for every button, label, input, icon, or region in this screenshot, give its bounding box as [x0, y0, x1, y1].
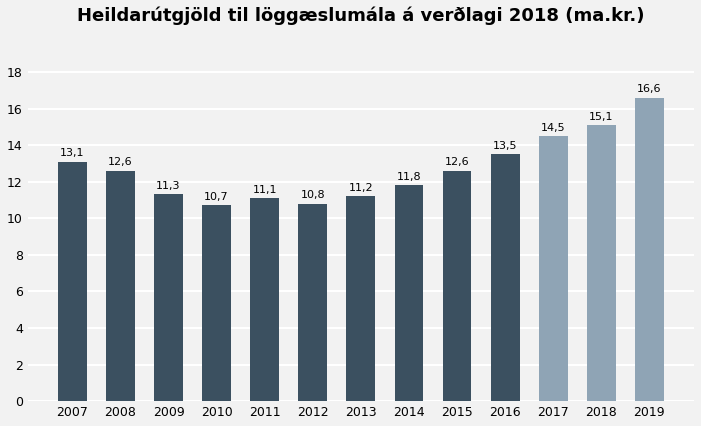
- Bar: [106, 171, 135, 401]
- Title: Heildarútgjöld til löggæslumála á verðlagi 2018 (ma.kr.): Heildarútgjöld til löggæslumála á verðla…: [77, 7, 645, 26]
- Bar: [395, 185, 423, 401]
- Text: 12,6: 12,6: [108, 158, 132, 167]
- Bar: [442, 171, 472, 401]
- Text: 10,8: 10,8: [301, 190, 325, 200]
- Bar: [202, 205, 231, 401]
- Text: 11,8: 11,8: [397, 172, 421, 182]
- Text: 16,6: 16,6: [637, 84, 662, 94]
- Bar: [58, 161, 87, 401]
- Text: 11,2: 11,2: [348, 183, 373, 193]
- Bar: [491, 154, 519, 401]
- Bar: [539, 136, 568, 401]
- Bar: [154, 195, 183, 401]
- Bar: [346, 196, 375, 401]
- Bar: [250, 198, 279, 401]
- Text: 13,5: 13,5: [493, 141, 517, 151]
- Text: 10,7: 10,7: [204, 192, 229, 202]
- Text: 11,1: 11,1: [252, 185, 277, 195]
- Text: 13,1: 13,1: [60, 148, 85, 158]
- Text: 14,5: 14,5: [541, 123, 566, 132]
- Text: 12,6: 12,6: [444, 158, 470, 167]
- Bar: [299, 204, 327, 401]
- Text: 11,3: 11,3: [156, 181, 181, 191]
- Bar: [635, 98, 664, 401]
- Text: 15,1: 15,1: [589, 112, 613, 122]
- Bar: [587, 125, 615, 401]
